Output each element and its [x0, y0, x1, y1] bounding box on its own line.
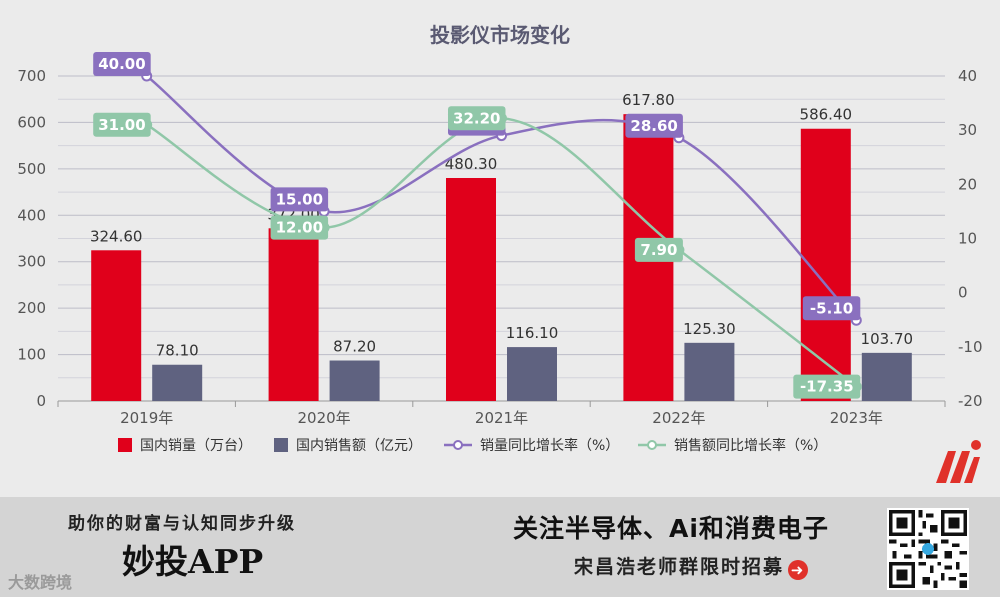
promo-footer: 助你的财富与认知同步升级 妙投APP 大数跨境 关注半导体、Ai和消费电子 宋昌…	[0, 497, 1000, 597]
bar-sales-revenue	[861, 352, 912, 401]
y-right-tick-label: -10	[958, 338, 983, 356]
legend-marker	[453, 440, 463, 450]
brand-logo-icon	[936, 440, 981, 483]
footer-tagline: 助你的财富与认知同步升级	[68, 514, 296, 534]
y-right-tick-label: 0	[958, 284, 968, 302]
bar-data-label: 480.30	[445, 155, 498, 173]
bar-sales-volume	[268, 228, 319, 401]
line-data-label: 31.00	[98, 116, 145, 134]
y-left-tick-label: 300	[17, 253, 46, 271]
bar-sales-volume	[446, 178, 496, 401]
legend-swatch	[274, 438, 288, 452]
line-data-label-box	[793, 374, 861, 399]
line-revenue-growth	[146, 116, 858, 388]
footer-headline: 关注半导体、Ai和消费电子	[513, 514, 829, 543]
line-data-label-box	[448, 106, 506, 131]
qr-code-icon[interactable]	[887, 508, 969, 590]
watermark-text: 大数跨境	[8, 573, 73, 592]
bar-sales-volume	[91, 250, 142, 401]
bar-data-label: 125.30	[683, 320, 736, 338]
line-data-label-box	[93, 112, 151, 137]
bar-data-label: 617.80	[622, 91, 675, 109]
watermark: 大数跨境	[8, 569, 72, 593]
line-data-label: 28.60	[630, 117, 677, 135]
line-data-label: -5.10	[810, 299, 853, 317]
y-left-tick-label: 700	[17, 67, 46, 85]
x-tick-label: 2020年	[298, 409, 351, 427]
bar-data-label: 586.40	[800, 106, 853, 124]
y-right-tick-label: 10	[958, 230, 977, 248]
bar-sales-revenue	[507, 347, 557, 401]
chart-area: 投影仪市场变化 0 100 200 300 400 500 600 700 -20 -10 0 10 20…	[17, 23, 983, 454]
bar-data-label: 78.10	[156, 342, 199, 360]
line-data-label-box	[270, 187, 329, 212]
y-right-tick-label: -20	[958, 392, 983, 410]
legend-label: 销量同比增长率（%）	[480, 437, 619, 454]
line-data-label: 40.00	[98, 55, 145, 73]
bar-data-label: 87.20	[333, 338, 376, 356]
y-left-tick-label: 400	[17, 206, 46, 224]
bar-sales-revenue	[684, 342, 735, 401]
footer-brand: 妙投APP	[122, 542, 264, 581]
chart-title: 投影仪市场变化	[430, 23, 570, 47]
y-right-tick-label: 40	[958, 67, 977, 85]
legend-marker	[647, 440, 657, 450]
line-data-label: -17.35	[800, 378, 854, 396]
line-data-label-box	[802, 296, 861, 321]
line-data-label-box	[625, 113, 683, 138]
bar-data-label: 116.10	[506, 324, 559, 342]
y-left-tick-label: 200	[17, 299, 46, 317]
y-left-tick-label: 600	[17, 113, 46, 131]
legend-label: 国内销量（万台）	[140, 438, 252, 454]
x-tick-label: 2023年	[830, 409, 883, 427]
line-data-label: 7.90	[640, 241, 677, 259]
x-tick-label: 2022年	[652, 409, 705, 427]
y-left-tick-label: 500	[17, 160, 46, 178]
line-data-label-box	[270, 215, 329, 240]
legend-label: 销售额同比增长率（%）	[674, 437, 827, 454]
x-tick-label: 2019年	[120, 409, 173, 427]
line-data-label-box	[634, 237, 683, 262]
line-data-label: 12.00	[276, 219, 323, 237]
y-right-tick-label: 20	[958, 175, 977, 193]
bar-sales-revenue	[329, 360, 380, 401]
y-left-tick-label: 100	[17, 346, 46, 364]
bar-sales-revenue	[152, 364, 203, 401]
line-data-label: 32.20	[453, 109, 500, 127]
y-right-tick-label: 30	[958, 121, 977, 139]
chart-svg: 投影仪市场变化 0 100 200 300 400 500 600 700 -20 -10 0 10 20…	[17, 23, 983, 454]
footer-subline[interactable]: 宋昌浩老师群限时招募 ➜	[574, 552, 809, 580]
arrow-right-icon[interactable]: ➜	[788, 560, 809, 580]
legend-swatch	[118, 438, 132, 452]
bar-data-label: 103.70	[861, 330, 914, 348]
line-data-label-box	[93, 52, 151, 76]
x-tick-label: 2021年	[475, 409, 528, 427]
line-data-label: 15.00	[276, 190, 323, 208]
footer-subline-text: 宋昌浩老师群限时招募	[574, 556, 785, 578]
legend-label: 国内销售额（亿元）	[296, 438, 422, 454]
y-left-tick-label: 0	[36, 392, 46, 410]
bar-data-label: 324.60	[90, 227, 143, 245]
